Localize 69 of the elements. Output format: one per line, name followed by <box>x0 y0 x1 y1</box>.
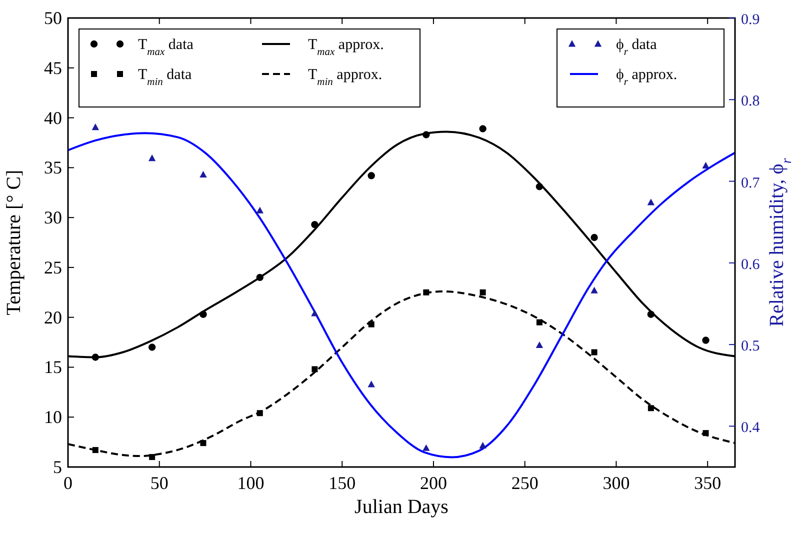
x-tick-label: 200 <box>420 473 447 493</box>
y2-tick-label: 0.8 <box>741 94 760 110</box>
x-axis-title: Julian Days <box>354 496 449 518</box>
y2-tick-label: 0.7 <box>741 175 760 192</box>
point <box>148 154 156 162</box>
point <box>368 321 374 328</box>
y-axis-title: Temperature [° C] <box>3 170 25 316</box>
y-tick-label: 15 <box>44 357 62 378</box>
point <box>148 344 156 351</box>
point <box>536 319 542 326</box>
point <box>423 289 430 296</box>
point <box>256 274 264 282</box>
x-tick-label: 50 <box>150 473 168 493</box>
point <box>536 183 544 190</box>
point <box>422 131 430 138</box>
y2-tick-label: 0.6 <box>741 256 760 273</box>
legend-label: ϕ$_{r}$ approx. <box>616 67 678 88</box>
point <box>536 341 544 348</box>
x-tick-label: 150 <box>328 473 356 493</box>
point <box>479 442 486 448</box>
line-series <box>67 132 736 458</box>
point <box>590 286 598 294</box>
point <box>647 198 655 206</box>
y2-tick-label: 0.4 <box>741 420 760 436</box>
x-tick-label: 0 <box>64 473 72 493</box>
point <box>590 234 598 242</box>
x-tick-label: 350 <box>694 473 722 493</box>
point <box>702 162 710 168</box>
x-tick-label: 100 <box>237 473 264 493</box>
point <box>591 349 598 356</box>
legend-label: ϕ$_{r}$ data <box>616 37 658 58</box>
point <box>368 172 375 180</box>
point <box>648 405 654 412</box>
y-tick-label: 10 <box>44 407 62 428</box>
point <box>200 170 207 178</box>
y-tick-label: 40 <box>44 108 62 128</box>
point <box>422 444 430 451</box>
point <box>149 454 156 460</box>
legend-label: T$_{max}$ approx. <box>308 37 384 58</box>
y-tick-label: 45 <box>44 58 62 78</box>
point <box>256 410 263 416</box>
point <box>311 220 318 228</box>
point <box>479 125 486 132</box>
legend-label: T$_{min}$ data <box>138 67 192 88</box>
y-tick-label: 35 <box>44 158 62 178</box>
point <box>256 206 264 214</box>
point <box>92 354 100 361</box>
point <box>480 289 486 296</box>
y-tick-label: 50 <box>44 8 62 28</box>
point <box>702 430 709 436</box>
point <box>200 440 206 446</box>
point <box>200 310 207 318</box>
y-tick-label: 25 <box>44 257 62 278</box>
x-tick-label: 250 <box>511 473 538 493</box>
point <box>311 310 318 316</box>
point <box>702 336 710 344</box>
y2-tick-label: 0.9 <box>741 12 760 28</box>
point <box>92 447 98 454</box>
point <box>647 310 655 318</box>
legend-label: T$_{max}$ data <box>138 37 194 58</box>
y-tick-label: 20 <box>44 307 62 328</box>
y-tick-label: 30 <box>44 208 62 228</box>
x-tick-label: 300 <box>602 473 630 493</box>
y-tick-label: 5 <box>53 457 62 477</box>
legend-label: T$_{min}$ approx. <box>308 67 382 88</box>
y2-tick-label: 0.5 <box>741 338 760 355</box>
point <box>368 380 375 388</box>
point <box>312 366 318 372</box>
point <box>92 123 100 130</box>
